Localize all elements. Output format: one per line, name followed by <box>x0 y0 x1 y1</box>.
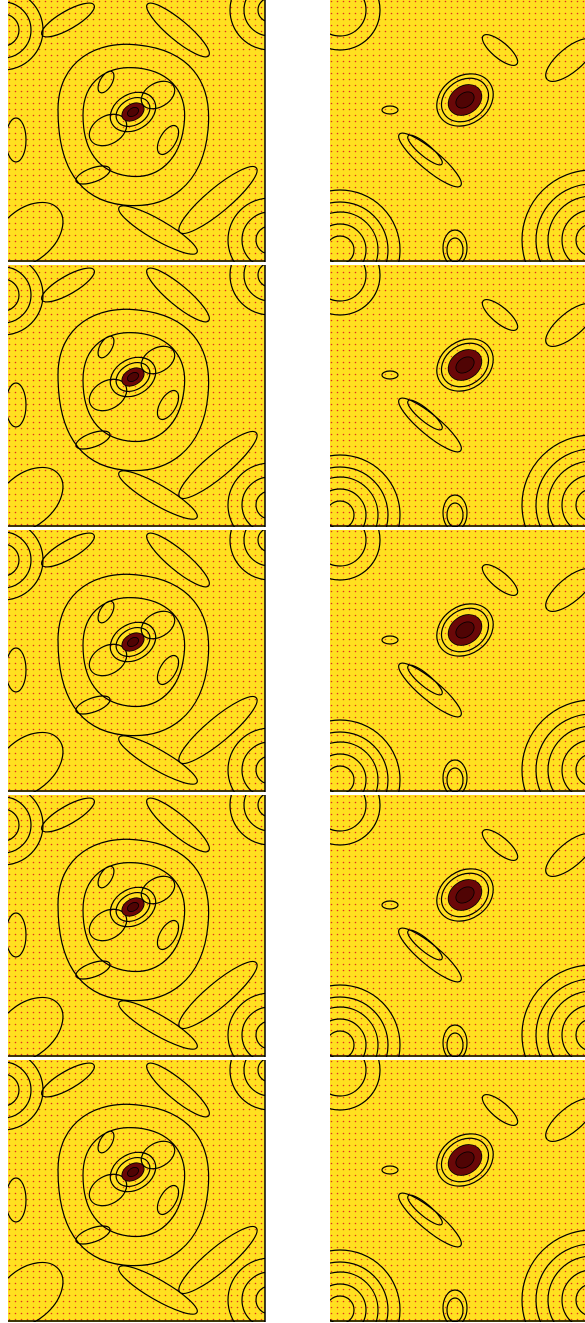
contour-panel <box>280 1030 585 1323</box>
contour-panel <box>0 235 312 547</box>
contour-panel <box>0 765 312 1077</box>
contour-panel <box>280 235 585 575</box>
left-column <box>0 0 312 1323</box>
contour-panel <box>0 500 312 812</box>
contour-panel <box>280 500 585 840</box>
right-column <box>280 0 585 1323</box>
contour-panel <box>280 0 585 310</box>
contour-panel <box>0 1030 312 1323</box>
contour-panel <box>0 0 312 282</box>
contour-panel <box>280 765 585 1105</box>
